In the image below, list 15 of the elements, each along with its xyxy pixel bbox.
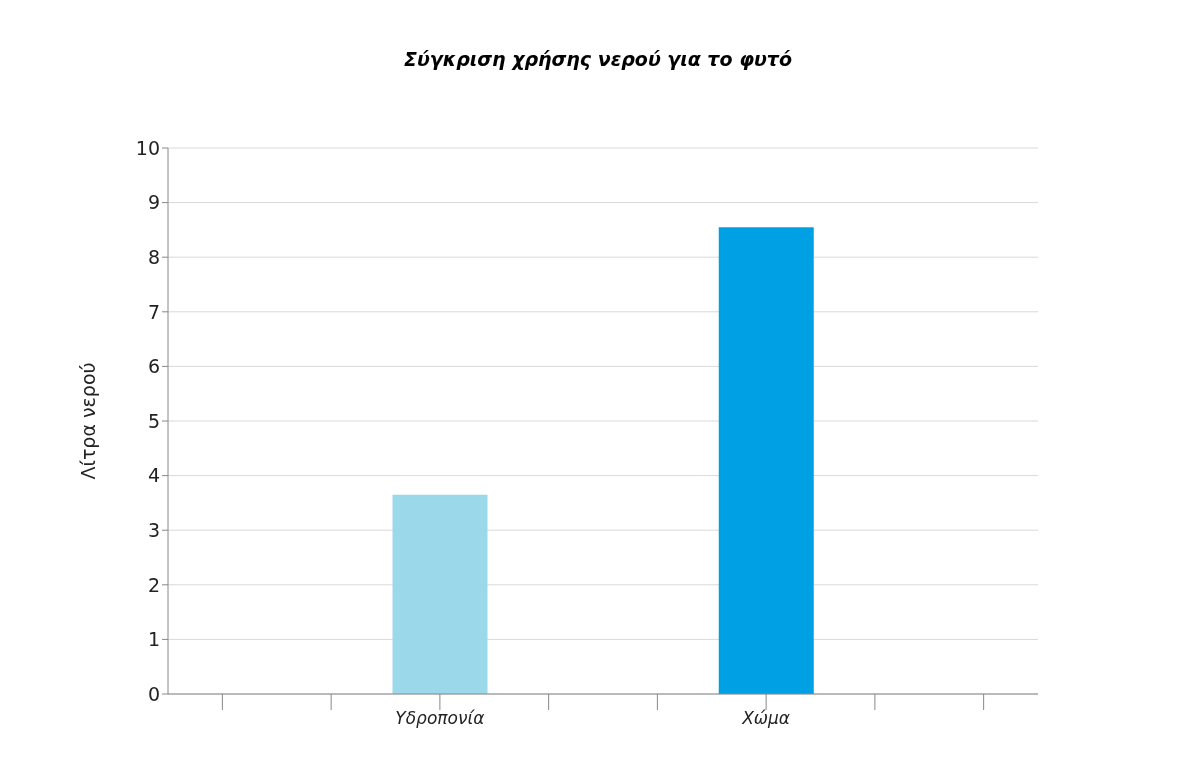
chart-title: Σύγκριση χρήσης νερού για το φυτό (402, 48, 794, 70)
y-tick-label: 9 (147, 191, 160, 214)
x-tick-label: Χώμα (741, 708, 791, 729)
y-tick-label: 4 (147, 464, 160, 487)
y-tick-label: 2 (147, 573, 160, 596)
y-tick-label: 3 (147, 518, 160, 541)
y-tick-label: 7 (147, 300, 160, 323)
y-tick-label: 1 (147, 628, 160, 651)
y-tick-label: 10 (135, 136, 160, 159)
y-axis-title: Λίτρα νερού (76, 362, 99, 480)
y-tick-label: 0 (147, 682, 160, 705)
y-tick-label: 6 (147, 355, 160, 378)
y-tick-label: 5 (147, 409, 160, 432)
x-tick-label: Υδροπονία (395, 708, 485, 729)
y-tick-label: 8 (147, 245, 160, 268)
